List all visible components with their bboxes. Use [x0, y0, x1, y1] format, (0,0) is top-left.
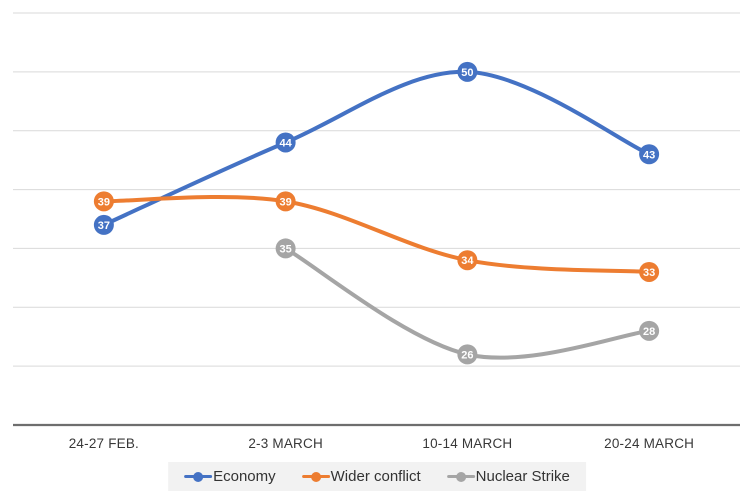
line-marker-icon	[446, 471, 475, 483]
data-point-marker-nuclear-strike-28	[639, 320, 660, 341]
data-point-label: 26	[461, 349, 473, 361]
data-point-label: 34	[461, 255, 474, 267]
data-point-marker-wider-conflict-34	[457, 250, 478, 271]
legend-label-nuclear-strike: Nuclear Strike	[475, 468, 570, 485]
series-line-economy	[101, 69, 652, 227]
legend-item-nuclear-strike: Nuclear Strike	[446, 468, 570, 485]
data-point-marker-economy-50	[457, 61, 478, 82]
data-point-marker-economy-44	[275, 132, 296, 153]
legend-item-wider-conflict: Wider conflict	[301, 468, 421, 485]
legend-label-economy: Economy	[213, 468, 276, 485]
data-point-marker-nuclear-strike-35	[275, 238, 296, 259]
x-axis-label-3: 10-14 MARCH	[422, 436, 513, 451]
line-marker-icon	[184, 471, 213, 483]
data-point-label: 50	[461, 67, 473, 79]
series-line-wider-conflict	[101, 194, 652, 274]
data-point-label: 35	[280, 243, 292, 255]
x-axis-label-1: 24-27 FEB.	[68, 436, 140, 451]
data-point-label: 43	[643, 149, 655, 161]
line-marker-icon	[301, 471, 330, 483]
data-point-marker-economy-43	[639, 144, 660, 165]
data-point-label: 44	[280, 137, 293, 149]
legend-label-wider-conflict: Wider conflict	[330, 468, 421, 485]
data-point-marker-nuclear-strike-26	[457, 344, 478, 365]
data-point-marker-wider-conflict-39	[275, 191, 296, 212]
data-point-label: 28	[643, 326, 655, 338]
data-point-label: 39	[98, 196, 110, 208]
legend: Economy Wider conflict Nuclear Strike	[168, 462, 586, 491]
x-axis-label-2: 2-3 MARCH	[248, 436, 323, 451]
data-point-label: 37	[98, 220, 110, 232]
data-point-marker-economy-37	[93, 214, 114, 235]
x-axis-label-4: 20-24 MARCH	[604, 436, 695, 451]
legend-item-economy: Economy	[184, 468, 276, 485]
data-point-label: 39	[280, 196, 292, 208]
data-point-marker-wider-conflict-33	[639, 261, 660, 282]
data-point-marker-wider-conflict-39	[93, 191, 114, 212]
x-axis: 24-27 FEB. 2-3 MARCH 10-14 MARCH 20-24 M…	[13, 436, 740, 451]
data-point-label: 33	[643, 267, 655, 279]
plot-area: 37 44 50 43 39 39 34 33 35 26 28	[13, 12, 740, 427]
